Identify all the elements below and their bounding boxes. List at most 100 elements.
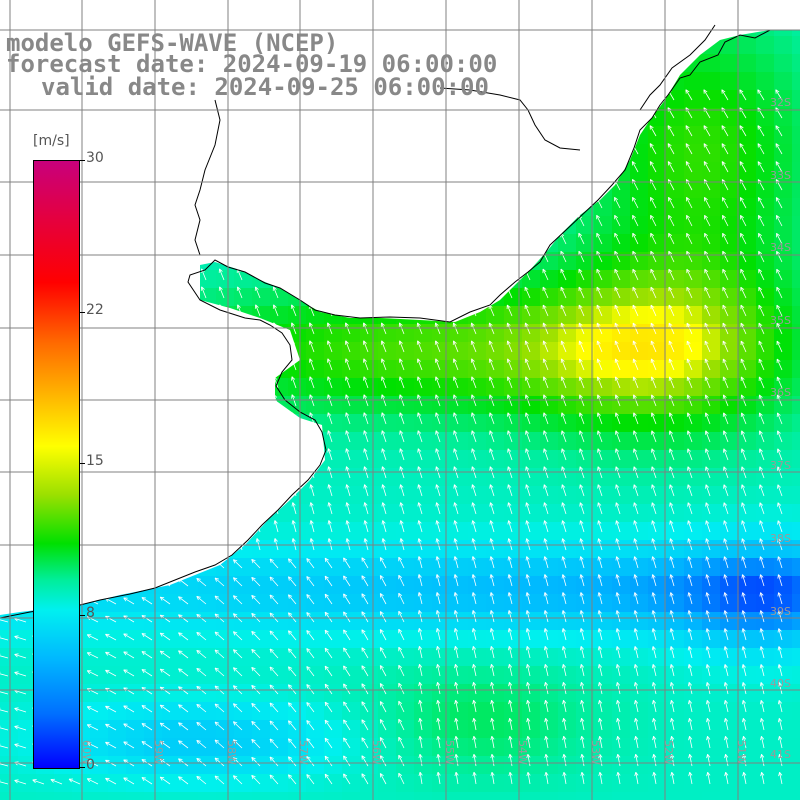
wind-speed-cell — [684, 648, 702, 666]
wind-speed-cell — [324, 432, 342, 450]
wind-speed-cell — [360, 468, 378, 486]
wind-speed-cell — [450, 504, 468, 522]
wind-speed-cell — [414, 450, 432, 468]
wind-speed-cell — [216, 576, 234, 594]
wind-speed-cell — [738, 684, 756, 702]
wind-speed-cell — [756, 54, 774, 72]
wind-speed-cell — [738, 270, 756, 288]
wind-speed-cell — [774, 612, 792, 630]
wind-speed-cell — [612, 306, 630, 324]
wind-arrow — [506, 340, 513, 353]
wind-speed-cell — [576, 432, 594, 450]
wind-speed-cell — [360, 540, 378, 558]
wind-speed-cell — [522, 414, 540, 432]
wind-speed-cell — [612, 234, 630, 252]
wind-speed-cell — [684, 270, 702, 288]
wind-speed-cell — [432, 342, 450, 360]
wind-speed-cell — [522, 342, 540, 360]
wind-speed-cell — [450, 540, 468, 558]
wind-speed-cell — [270, 738, 288, 756]
wind-speed-cell — [774, 108, 792, 126]
wind-speed-cell — [612, 396, 630, 414]
wind-speed-cell — [612, 342, 630, 360]
wind-speed-cell — [180, 702, 198, 720]
wind-speed-cell — [468, 792, 486, 800]
wind-arrow — [345, 358, 351, 371]
wind-speed-cell — [792, 36, 800, 54]
wind-speed-cell — [684, 522, 702, 540]
wind-speed-cell — [432, 540, 450, 558]
colorbar-label-30: 30 — [86, 150, 104, 166]
wind-speed-cell — [630, 738, 648, 756]
wind-speed-cell — [216, 774, 234, 792]
wind-speed-cell — [630, 792, 648, 800]
wind-speed-cell — [342, 450, 360, 468]
wind-speed-cell — [630, 468, 648, 486]
wind-speed-cell — [342, 774, 360, 792]
wind-speed-cell — [792, 288, 800, 306]
wind-speed-cell — [792, 558, 800, 576]
wind-speed-cell — [324, 504, 342, 522]
wind-arrow — [776, 215, 783, 227]
wind-speed-cell — [684, 342, 702, 360]
wind-speed-cell — [720, 684, 738, 702]
wind-arrow — [524, 340, 531, 353]
wind-speed-cell — [540, 648, 558, 666]
wind-speed-cell — [684, 234, 702, 252]
wind-speed-cell — [576, 504, 594, 522]
wind-speed-cell — [756, 216, 774, 234]
wind-speed-cell — [558, 720, 576, 738]
wind-speed-cell — [648, 522, 666, 540]
wind-speed-cell — [540, 288, 558, 306]
wind-speed-cell — [738, 558, 756, 576]
wind-arrow — [686, 286, 693, 299]
wind-speed-cell — [702, 558, 720, 576]
wind-speed-cell — [0, 774, 18, 792]
wind-speed-cell — [0, 720, 18, 738]
wind-speed-cell — [774, 594, 792, 612]
wind-arrow — [650, 322, 657, 335]
wind-arrow — [578, 304, 585, 317]
wind-speed-cell — [630, 234, 648, 252]
wind-speed-cell — [630, 720, 648, 738]
wind-speed-cell — [666, 594, 684, 612]
wind-arrow — [524, 358, 531, 371]
wind-speed-cell — [342, 792, 360, 800]
wind-speed-cell — [576, 702, 594, 720]
wind-speed-cell — [684, 108, 702, 126]
wind-arrow — [434, 358, 441, 371]
wind-speed-cell — [774, 756, 792, 774]
wind-speed-cell — [720, 126, 738, 144]
wind-arrow — [649, 161, 657, 173]
wind-arrow — [740, 322, 747, 335]
wind-speed-cell — [234, 720, 252, 738]
wind-speed-cell — [450, 702, 468, 720]
wind-speed-cell — [216, 666, 234, 684]
wind-speed-cell — [486, 756, 504, 774]
wind-speed-cell — [684, 504, 702, 522]
wind-arrow — [596, 268, 603, 281]
wind-speed-cell — [648, 180, 666, 198]
wind-speed-cell — [288, 306, 306, 324]
wind-speed-cell — [216, 594, 234, 612]
wind-speed-cell — [432, 522, 450, 540]
wind-speed-cell — [684, 288, 702, 306]
wind-speed-cell — [594, 648, 612, 666]
wind-speed-cell — [630, 450, 648, 468]
wind-speed-cell — [288, 648, 306, 666]
wind-speed-cell — [738, 72, 756, 90]
wind-speed-cell — [720, 576, 738, 594]
wind-speed-cell — [630, 342, 648, 360]
wind-speed-cell — [648, 270, 666, 288]
longitude-label: 52W — [662, 740, 675, 765]
wind-arrow — [578, 340, 585, 353]
wind-speed-cell — [594, 630, 612, 648]
wind-speed-cell — [468, 720, 486, 738]
wind-speed-cell — [342, 324, 360, 342]
wind-speed-cell — [90, 702, 108, 720]
wind-speed-cell — [648, 684, 666, 702]
wind-arrow — [739, 161, 747, 173]
wind-speed-cell — [576, 378, 594, 396]
wind-speed-cell — [558, 486, 576, 504]
wind-speed-cell — [666, 522, 684, 540]
